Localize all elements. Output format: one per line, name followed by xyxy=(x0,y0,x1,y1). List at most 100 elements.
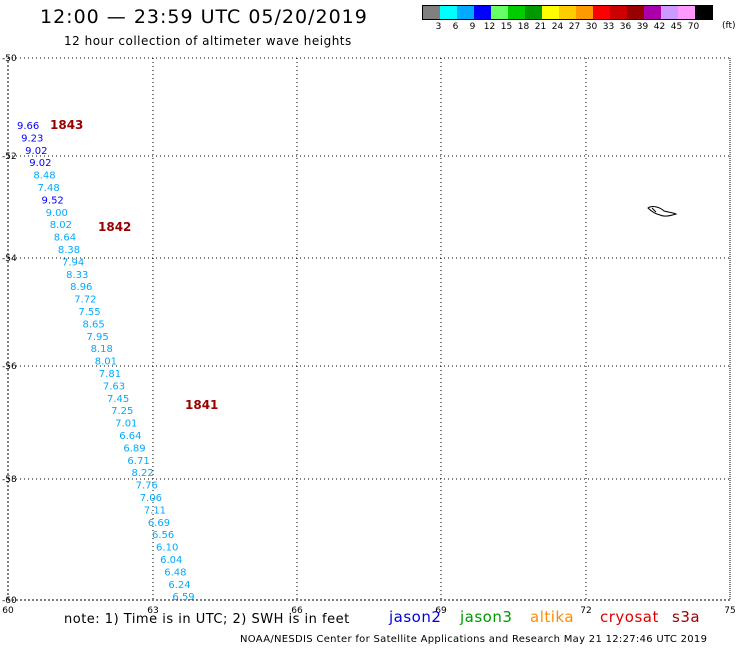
axis-labels: 60 63 66 69 72 75 -50 -52 -54 -56 -58 -60 xyxy=(2,54,736,616)
swh-label: 8.22 xyxy=(132,468,154,479)
swh-label: 9.23 xyxy=(21,133,43,144)
legend-swatch xyxy=(627,6,644,19)
swh-label: 7.11 xyxy=(144,505,166,516)
swh-label: 8.33 xyxy=(66,270,88,281)
swh-label: 6.10 xyxy=(156,543,178,554)
lat-tick-label: -52 xyxy=(2,152,17,162)
swh-label: 6.59 xyxy=(172,592,194,603)
legend-swatch xyxy=(576,6,593,19)
legend-label: 70 xyxy=(687,22,700,32)
swh-label: 9.02 xyxy=(25,146,47,157)
swh-label: 8.01 xyxy=(95,357,117,368)
lon-tick-label: 75 xyxy=(724,606,735,616)
map-grid xyxy=(7,57,731,601)
swh-label: 7.81 xyxy=(99,369,121,380)
swh-label: 8.48 xyxy=(33,171,55,182)
legend-swatch xyxy=(474,6,491,19)
lon-tick-label: 66 xyxy=(291,606,303,616)
legend-swatch xyxy=(695,6,712,19)
legend-swatch xyxy=(491,6,508,19)
legend-label: 3 xyxy=(435,22,442,32)
swh-label: 7.06 xyxy=(140,493,162,504)
swh-label: 8.02 xyxy=(50,220,72,231)
legend-swatch xyxy=(610,6,627,19)
swh-label: 8.65 xyxy=(82,319,104,330)
legend-units: (ft) xyxy=(722,21,736,31)
swh-label: 7.45 xyxy=(107,394,129,405)
swh-label: 9.66 xyxy=(17,121,39,132)
note-text: note: 1) Time is in UTC; 2) SWH is in fe… xyxy=(64,612,350,627)
legend-swatch xyxy=(644,6,661,19)
lat-tick-label: -60 xyxy=(2,596,17,606)
legend-label: 15 xyxy=(500,22,513,32)
legend-label: 42 xyxy=(653,22,666,32)
map-title: 12:00 — 23:59 UTC 05/20/2019 xyxy=(40,6,368,28)
legend-swatch xyxy=(457,6,474,19)
altimeter-tracks: 9.66 1843 9.23 9.029.02 8.487.489.52 9.008.02… xyxy=(17,118,218,603)
swh-label: 6.04 xyxy=(160,555,182,566)
sat-s3a: s3a xyxy=(672,608,701,626)
legend-swatches xyxy=(422,5,713,20)
swh-label: 8.96 xyxy=(70,282,92,293)
swh-label: 6.56 xyxy=(152,530,174,541)
swh-label: 6.24 xyxy=(168,580,190,591)
swh-label: 7.72 xyxy=(74,295,96,306)
map-border xyxy=(7,57,731,601)
swh-label: 7.55 xyxy=(78,307,100,318)
lon-tick-label: 60 xyxy=(2,606,14,616)
swh-label: 7.94 xyxy=(62,257,84,268)
track-time-label: 1842 xyxy=(98,220,131,234)
legend-label: 27 xyxy=(568,22,581,32)
swh-label: 8.18 xyxy=(91,344,113,355)
lon-tick-label: 72 xyxy=(580,606,591,616)
swh-label: 8.38 xyxy=(58,245,80,256)
swh-label: 6.89 xyxy=(123,443,145,454)
swh-label: 7.95 xyxy=(87,332,109,343)
swh-label: 8.64 xyxy=(54,233,76,244)
swh-label: 6.71 xyxy=(127,456,149,467)
lon-tick-label: 69 xyxy=(435,606,447,616)
sat-cryosat: cryosat xyxy=(600,608,659,626)
legend-label: 21 xyxy=(534,22,547,32)
island-outline xyxy=(647,206,678,217)
legend-swatch xyxy=(542,6,559,19)
legend-label: 33 xyxy=(602,22,615,32)
swh-label: 7.63 xyxy=(103,381,125,392)
swh-label: 7.25 xyxy=(111,406,133,417)
legend-swatch xyxy=(593,6,610,19)
swh-label: 9.00 xyxy=(46,208,68,219)
legend-label: 36 xyxy=(619,22,632,32)
lat-tick-label: -50 xyxy=(2,54,17,64)
legend-swatch xyxy=(440,6,457,19)
legend-swatch xyxy=(525,6,542,19)
legend-labels: 3 6 9 12 15 18 21 24 27 30 33 36 39 42 45 70 xyxy=(422,20,713,32)
legend-label: 24 xyxy=(551,22,564,32)
swh-label: 7.76 xyxy=(136,481,158,492)
swh-label: 6.69 xyxy=(148,518,170,529)
track-time-label: 1841 xyxy=(185,398,218,412)
legend-label: 18 xyxy=(517,22,530,32)
lat-tick-label: -56 xyxy=(2,362,17,372)
swh-label: 9.52 xyxy=(42,195,64,206)
map-subtitle: 12 hour collection of altimeter wave hei… xyxy=(64,34,352,48)
swh-label: 7.48 xyxy=(37,183,59,194)
legend-label: 6 xyxy=(452,22,459,32)
legend-swatch xyxy=(678,6,695,19)
swh-label: 6.48 xyxy=(164,567,186,578)
footer-credit: NOAA/NESDIS Center for Satellite Applica… xyxy=(240,634,708,645)
sat-jason3: jason3 xyxy=(460,608,513,626)
legend-swatch xyxy=(661,6,678,19)
legend-swatch xyxy=(508,6,525,19)
lon-tick-label: 63 xyxy=(147,606,158,616)
track-time-label: 1843 xyxy=(50,118,83,132)
legend-label: 45 xyxy=(670,22,683,32)
legend-label: 30 xyxy=(585,22,598,32)
legend-label: 39 xyxy=(636,22,649,32)
sat-jason2: jason2 xyxy=(389,608,442,626)
swh-label: 9.02 xyxy=(29,158,51,169)
sat-altika: altika xyxy=(530,608,575,626)
legend-swatch xyxy=(559,6,576,19)
color-legend: 3 6 9 12 15 18 21 24 27 30 33 36 39 42 45 70 (ft) xyxy=(422,5,736,32)
legend-label: 12 xyxy=(483,22,496,32)
